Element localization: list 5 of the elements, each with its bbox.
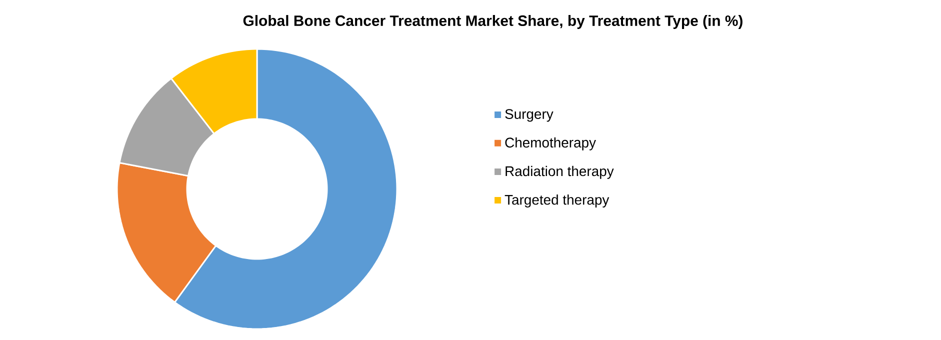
legend-label: Radiation therapy [506,166,614,179]
chart-title: Global Bone Cancer Treatment Market Share, by Treatment Type (in %) [243,15,742,29]
legend-label: Targeted therapy [504,194,610,208]
legend-label: Surgery [505,109,554,122]
legend-label: Chemotherapy [505,137,596,150]
